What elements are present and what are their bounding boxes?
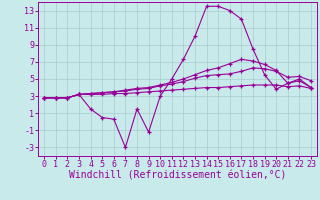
- X-axis label: Windchill (Refroidissement éolien,°C): Windchill (Refroidissement éolien,°C): [69, 171, 286, 181]
